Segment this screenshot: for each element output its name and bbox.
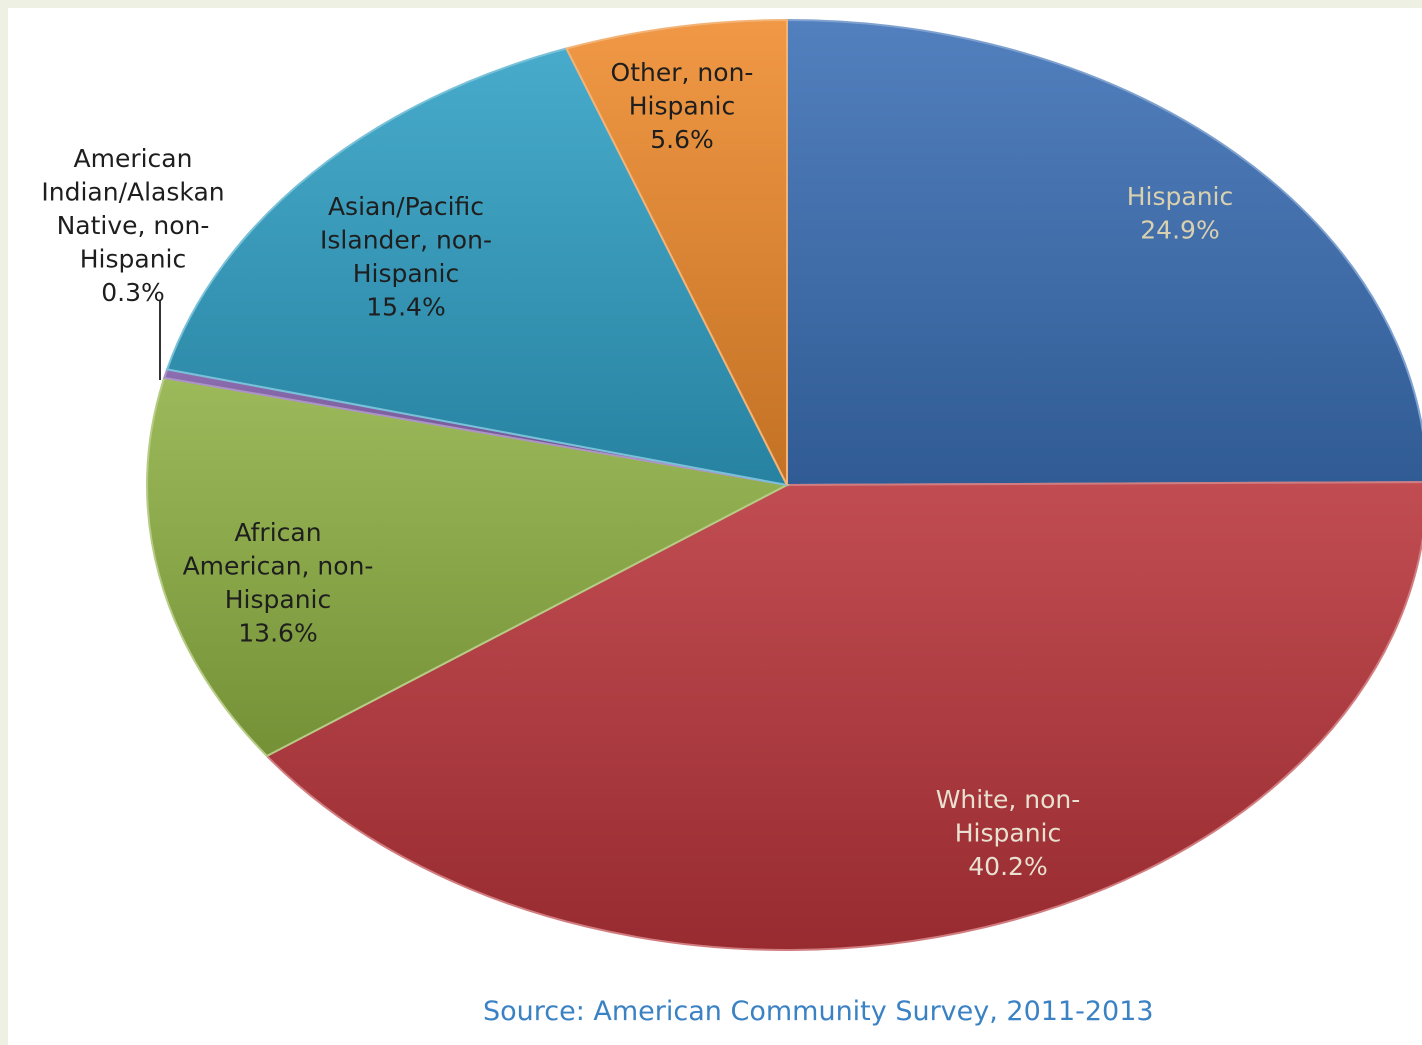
slice-name-line: White, non- [936, 785, 1081, 814]
slice-name-line: Islander, non- [320, 226, 492, 255]
slice-label-asian-pacific-islander-non-hispanic: Asian/Pacific Islander, non- Hispanic 15.4% [320, 192, 492, 322]
slice-label-american-indian-alaskan-native-non-hispanic: American Indian/Alaskan Native, non- Hispan… [41, 144, 224, 307]
source-note: Source: American Community Survey, 2011-… [483, 996, 1154, 1027]
pie-chart: Hispanic 24.9% White, non- Hispanic 40.2% Afr… [41, 18, 1422, 951]
slice-value-label: 15.4% [366, 293, 445, 322]
slice-name-line: American [74, 144, 193, 173]
slice-name-line: Other, non- [611, 58, 754, 87]
slice-name-line: Native, non- [57, 211, 210, 240]
slice-name-line: Hispanic [225, 585, 332, 614]
slice-label-other-non-hispanic: Other, non- Hispanic 5.6% [611, 58, 754, 154]
pie-slice-hispanic [786, 18, 1422, 487]
slice-label-white-non-hispanic: White, non- Hispanic 40.2% [936, 785, 1081, 881]
slice-value-label: 5.6% [650, 125, 714, 154]
slice-label-hispanic: Hispanic 24.9% [1127, 182, 1234, 245]
slice-name-line: Hispanic [1127, 182, 1234, 211]
pie-slice-other-non-hispanic [564, 18, 788, 486]
slice-value-label: 40.2% [968, 852, 1047, 881]
slice-name-line: Indian/Alaskan [41, 178, 224, 207]
pie-slice-white-non-hispanic [265, 481, 1422, 951]
slice-name-line: African [234, 518, 321, 547]
slice-value-label: 24.9% [1140, 216, 1219, 245]
slice-value-label: 0.3% [101, 278, 165, 307]
slice-value-label: 13.6% [238, 619, 317, 648]
slice-name-line: American, non- [183, 552, 374, 581]
slice-name-line: Asian/Pacific [328, 192, 484, 221]
slice-name-line: Hispanic [80, 245, 187, 274]
slice-label-african-american-non-hispanic: African American, non- Hispanic 13.6% [183, 518, 374, 648]
slice-name-line: Hispanic [353, 259, 460, 288]
chart-frame: Hispanic 24.9% White, non- Hispanic 40.2% Afr… [8, 8, 1422, 1045]
slice-name-line: Hispanic [629, 92, 736, 121]
slice-name-line: Hispanic [955, 819, 1062, 848]
pie-slice-african-american-non-hispanic [146, 376, 791, 758]
pie-slice-asian-pacific-islander-non-hispanic [165, 47, 789, 487]
